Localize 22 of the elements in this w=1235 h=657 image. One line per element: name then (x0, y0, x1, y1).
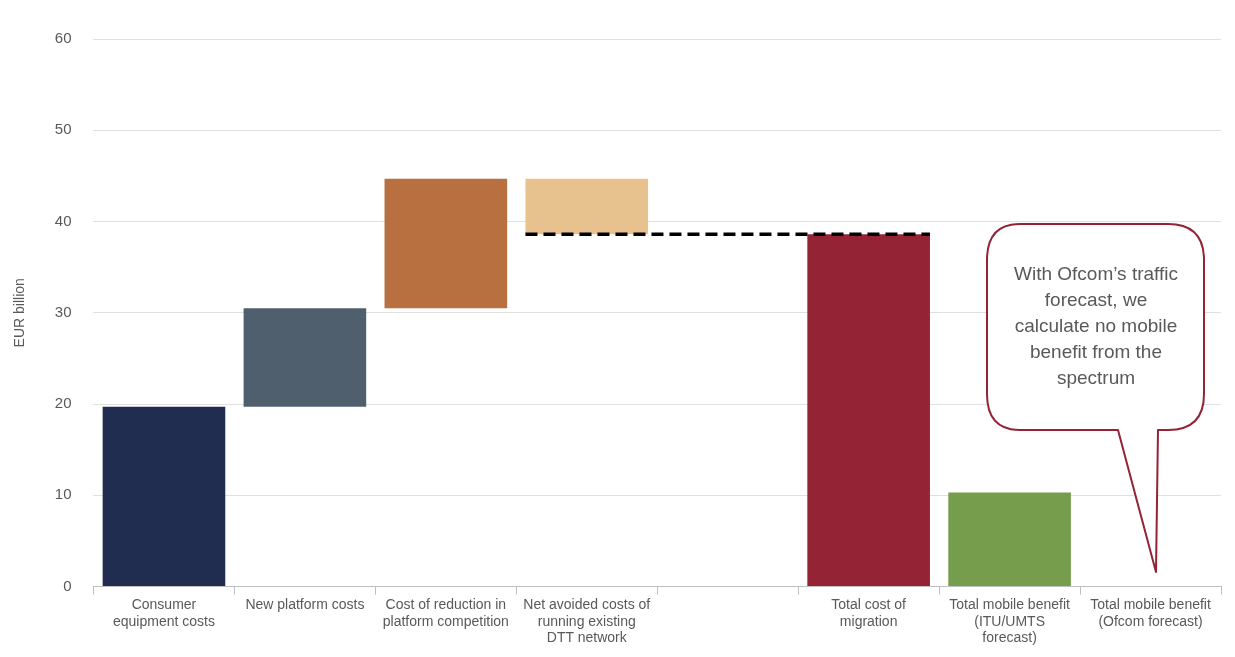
y-tick-label: 30 (54, 302, 72, 320)
x-tick-label: Consumer equipment costs (112, 595, 215, 629)
y-tick-label: 40 (54, 211, 72, 229)
x-tick-label: Total mobile benefit (Ofcom forecast) (1090, 595, 1211, 629)
bar (384, 178, 508, 309)
x-tick-label: Net avoided costs of running existing DTT network (523, 595, 651, 646)
bar (243, 308, 367, 407)
bar (948, 492, 1071, 587)
x-tick-label: Total mobile benefit (ITU/UMTS forecast) (949, 595, 1071, 646)
annotation: With Ofcom’s traffic forecast, we calculate no mobile benefit from the spectrum (1013, 262, 1179, 390)
x-tick-label: New platform costs (245, 595, 365, 612)
bar (807, 234, 930, 587)
y-tick-label: 50 (54, 120, 72, 138)
y-tick-label: 0 (63, 576, 72, 594)
x-tick-label: Total cost of migration (831, 595, 907, 629)
y-tick-label: 20 (54, 394, 72, 412)
y-axis-title: EUR billion (11, 278, 28, 348)
x-tick-label: Cost of reduction in platform competition (382, 595, 509, 629)
y-tick-label: 10 (54, 485, 72, 503)
y-tick-label: 60 (54, 29, 72, 47)
bar (102, 406, 226, 587)
bar (525, 178, 649, 235)
